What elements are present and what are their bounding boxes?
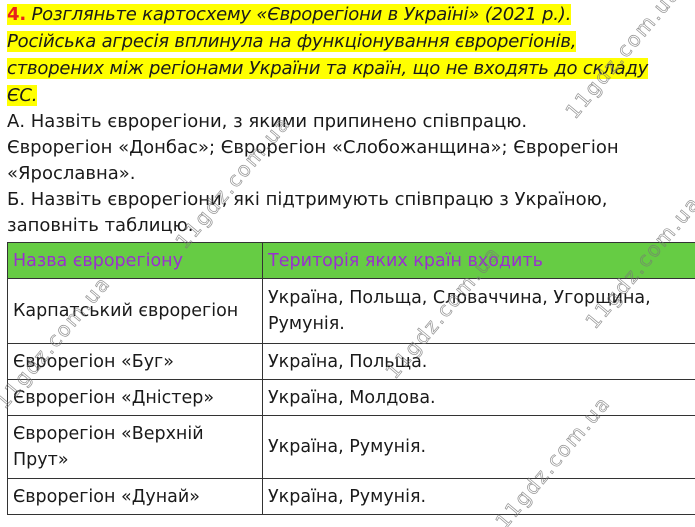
cell-territory: Україна, Польща.	[262, 343, 695, 380]
table-row: Єврорегіон «Верхній Прут» Україна, Румун…	[7, 415, 695, 479]
cell-territory: Україна, Молдова.	[262, 379, 695, 416]
cell-name: Єврорегіон «Дністер»	[7, 379, 263, 416]
part-b-question: Б. Назвіть єврорегіони, які підтримують …	[7, 189, 608, 210]
task-prompt-line: 4. Розгляньте картосхему «Єврорегіони в …	[7, 4, 572, 25]
table-row: Єврорегіон «Дністер» Україна, Молдова.	[7, 379, 695, 416]
part-b-question: заповніть таблицю.	[7, 215, 194, 236]
part-a-answer: Єврорегіон «Донбас»; Єврорегіон «Слобожа…	[7, 137, 619, 158]
cell-name: Карпатський єврорегіон	[7, 278, 263, 344]
cell-name: Єврорегіон «Дунай»	[7, 478, 263, 515]
header-name: Назва єврорегіону	[7, 242, 263, 279]
table-row: Карпатський єврорегіон Україна, Польща, …	[7, 278, 695, 344]
table-row: Єврорегіон «Буг» Україна, Польща.	[7, 343, 695, 380]
cell-territory: Україна, Румунія.	[262, 478, 695, 515]
table-header-row: Назва єврорегіону Територія яких країн в…	[7, 242, 695, 279]
cell-territory: Україна, Румунія.	[262, 415, 695, 479]
task-prompt-line: створених між регіонами України та країн…	[7, 58, 649, 79]
table-row: Єврорегіон «Дунай» Україна, Румунія.	[7, 478, 695, 515]
cell-name: Єврорегіон «Буг»	[7, 343, 263, 380]
task-number: 4.	[7, 4, 26, 25]
header-territory: Територія яких країн входить	[262, 242, 695, 279]
cell-territory: Україна, Польща, Словаччина, Угорщина, Р…	[262, 278, 695, 344]
task-prompt-line: Російська агресія вплинула на функціонув…	[7, 31, 577, 52]
task-prompt-line: ЄС.	[7, 85, 38, 106]
part-a-question: А. Назвіть єврорегіони, з якими припинен…	[7, 111, 528, 132]
euroregions-table: Назва єврорегіону Територія яких країн в…	[7, 242, 695, 515]
cell-name: Єврорегіон «Верхній Прут»	[7, 415, 263, 479]
part-a-answer: «Ярославна».	[7, 163, 136, 184]
